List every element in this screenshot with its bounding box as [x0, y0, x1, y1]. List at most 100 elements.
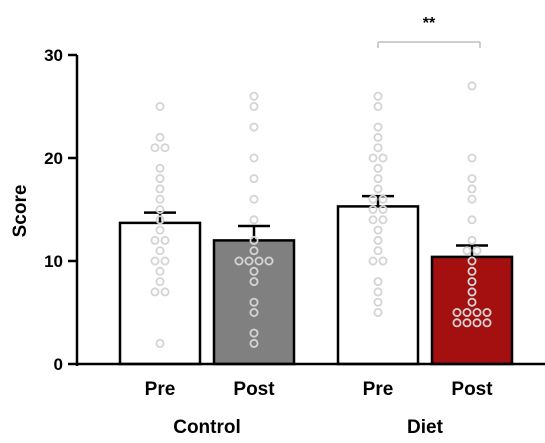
y-tick-label: 10 [44, 252, 63, 271]
data-point [249, 153, 259, 163]
data-point [155, 225, 165, 235]
bar-control-pre [118, 221, 202, 366]
data-point [155, 132, 165, 142]
data-point [373, 143, 383, 153]
data-point [249, 277, 259, 287]
data-point [368, 215, 378, 225]
data-point [373, 246, 383, 256]
data-point [249, 122, 259, 132]
group-label-diet: Diet [407, 417, 444, 438]
data-point [155, 174, 165, 184]
data-point [378, 204, 388, 214]
data-point [373, 235, 383, 245]
significance-marker: ** [423, 15, 436, 32]
data-point [155, 338, 165, 348]
x-tick-label: Post [233, 379, 275, 400]
data-point [373, 277, 383, 287]
data-point [249, 297, 259, 307]
data-point [373, 297, 383, 307]
data-point [452, 307, 462, 317]
x-tick-label: Pre [363, 379, 394, 400]
data-point [373, 174, 383, 184]
data-point [249, 91, 259, 101]
y-axis-label: Score [10, 185, 31, 238]
data-point [452, 318, 462, 328]
data-point [472, 307, 482, 317]
bars-layer [118, 81, 514, 366]
data-point [467, 194, 477, 204]
data-point [378, 215, 388, 225]
data-point [155, 184, 165, 194]
data-point [467, 297, 477, 307]
data-point [155, 215, 165, 225]
data-point [378, 153, 388, 163]
data-point [467, 174, 477, 184]
data-point [472, 318, 482, 328]
data-point [373, 132, 383, 142]
data-point [150, 256, 160, 266]
y-tick-label: 0 [54, 355, 63, 374]
y-tick-label: 20 [44, 149, 63, 168]
data-point [467, 277, 477, 287]
data-point [462, 318, 472, 328]
data-point [155, 204, 165, 214]
x-axis: Pre Post Pre Post Control Diet [76, 362, 545, 438]
data-point [264, 256, 274, 266]
data-point [462, 307, 472, 317]
data-point [482, 318, 492, 328]
data-point [249, 194, 259, 204]
data-point [160, 287, 170, 297]
data-point [155, 246, 165, 256]
data-point [467, 215, 477, 225]
y-axis: 0 10 20 30 [44, 46, 79, 374]
data-point [368, 256, 378, 266]
data-point [160, 256, 170, 266]
data-point [160, 235, 170, 245]
bar-diet-post [430, 255, 514, 366]
data-point [373, 225, 383, 235]
data-point [373, 184, 383, 194]
data-point [150, 287, 160, 297]
data-point [155, 194, 165, 204]
bar-control-post [212, 239, 296, 366]
data-point [249, 307, 259, 317]
data-point [155, 266, 165, 276]
data-point [467, 287, 477, 297]
data-point [373, 91, 383, 101]
data-point [249, 174, 259, 184]
data-point [482, 307, 492, 317]
data-point [249, 328, 259, 338]
data-point [467, 266, 477, 276]
data-point [150, 143, 160, 153]
data-point [373, 122, 383, 132]
group-label-control: Control [173, 417, 241, 438]
x-tick-label: Pre [145, 379, 176, 400]
y-tick-label: 30 [44, 46, 63, 65]
data-point [249, 266, 259, 276]
x-tick-label: Post [451, 379, 493, 400]
data-point [150, 235, 160, 245]
data-point [378, 194, 388, 204]
data-point [472, 246, 482, 256]
data-point [249, 102, 259, 112]
data-point [368, 204, 378, 214]
data-point [467, 235, 477, 245]
data-point [254, 256, 264, 266]
data-point [234, 256, 244, 266]
significance-annotation: ** [377, 15, 481, 48]
data-point [378, 256, 388, 266]
data-point [155, 277, 165, 287]
data-point [368, 153, 378, 163]
data-point [373, 163, 383, 173]
data-point [249, 338, 259, 348]
data-point [368, 194, 378, 204]
data-point [467, 81, 477, 91]
data-point [249, 246, 259, 256]
data-point [467, 184, 477, 194]
data-point [160, 143, 170, 153]
data-point [244, 256, 254, 266]
data-point [373, 307, 383, 317]
data-point [155, 102, 165, 112]
data-point [462, 246, 472, 256]
